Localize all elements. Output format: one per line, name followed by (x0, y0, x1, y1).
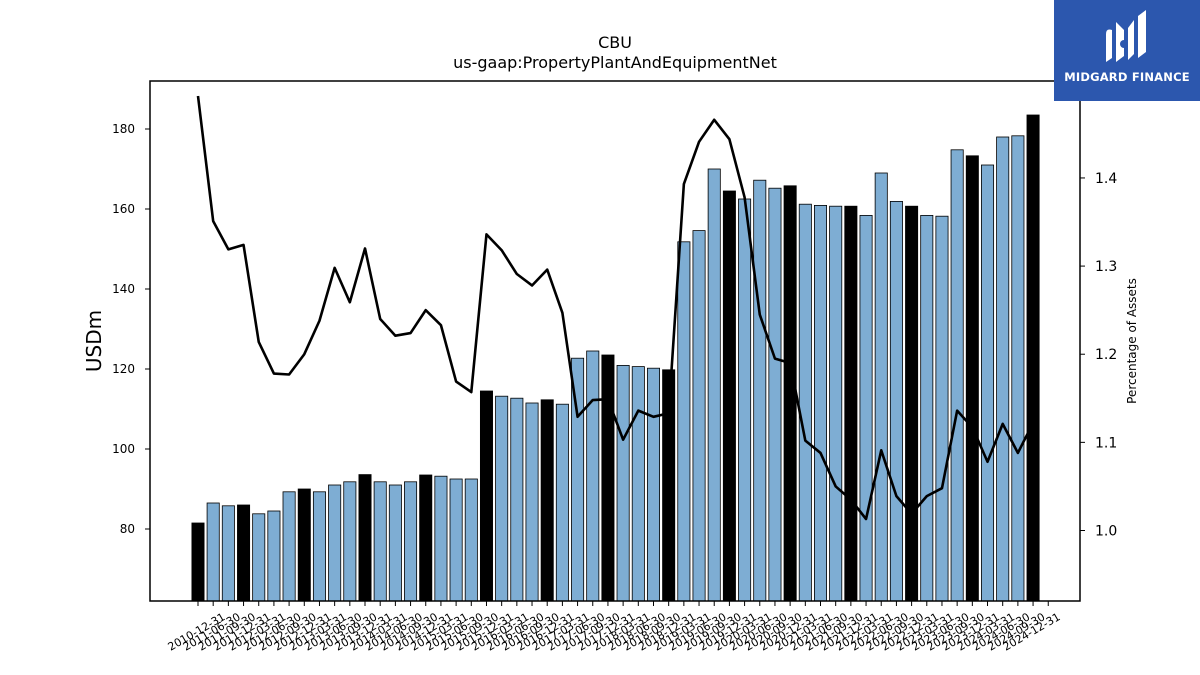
y-tick-label: 80 (120, 522, 135, 536)
bar (237, 504, 251, 602)
bar (844, 205, 858, 602)
chart-subtitle: us-gaap:PropertyPlantAndEquipmentNet (453, 53, 777, 72)
bar (388, 484, 402, 602)
y2-axis-label: Percentage of Assets (1125, 278, 1139, 404)
bar (252, 513, 266, 602)
bar (221, 505, 235, 602)
bar (631, 366, 645, 602)
bar (510, 397, 524, 602)
line-series-percentage (196, 95, 1035, 521)
bar (358, 474, 372, 602)
bar (920, 214, 934, 602)
bar (722, 190, 736, 602)
bar (191, 522, 205, 602)
bar (525, 402, 539, 602)
y2-tick-label: 1.0 (1095, 523, 1117, 539)
bar (601, 354, 615, 602)
bar (616, 364, 630, 602)
bar (1011, 135, 1025, 602)
bar (950, 149, 964, 602)
bar (479, 390, 493, 602)
bar (738, 198, 752, 602)
y-tick-label: 140 (112, 282, 135, 296)
midgard-logo-icon (1106, 10, 1146, 62)
bar (677, 241, 691, 602)
x-axis: 2010-12-312011-06-302011-09-302011-12-31… (166, 601, 1063, 654)
line-layer (196, 95, 1035, 521)
bar (889, 200, 903, 602)
y-tick-label: 100 (112, 442, 135, 456)
y-axis-right: 1.0 1.1 1.2 1.3 1.4 (1080, 171, 1117, 539)
y-tick-label: 180 (112, 122, 135, 136)
bar (798, 203, 812, 602)
bars-layer (191, 114, 1040, 602)
bar (814, 204, 828, 602)
bar (1026, 114, 1040, 602)
bar (267, 510, 281, 602)
bar (540, 399, 554, 602)
y-tick-label: 120 (112, 362, 135, 376)
bar (996, 136, 1010, 602)
bar (464, 478, 478, 602)
y2-tick-label: 1.1 (1095, 435, 1117, 451)
bar (707, 168, 721, 602)
bar (297, 488, 311, 602)
bar (373, 481, 387, 602)
bar (206, 502, 220, 602)
bar (905, 205, 919, 602)
y-axis-left: 80 100 120 140 160 180 (112, 122, 150, 536)
y-axis-label: USDm (82, 310, 106, 372)
bar (312, 491, 326, 602)
brand-name: MIDGARD FINANCE (1064, 70, 1190, 84)
bar (981, 164, 995, 602)
bar (495, 395, 509, 602)
bar (328, 484, 342, 602)
brand-logo: MIDGARD FINANCE (1054, 0, 1200, 101)
bar (768, 187, 782, 602)
y2-tick-label: 1.4 (1095, 171, 1117, 187)
bar (434, 475, 448, 602)
bar (404, 481, 418, 602)
bar (343, 481, 357, 602)
bar (829, 205, 843, 602)
bar (753, 179, 767, 602)
bar (965, 155, 979, 602)
bar (449, 478, 463, 602)
bar (935, 215, 949, 602)
bar (692, 230, 706, 602)
bar (555, 403, 569, 602)
bar (419, 474, 433, 602)
y2-tick-label: 1.2 (1095, 347, 1117, 363)
bar (586, 350, 600, 602)
chart-title: CBU (598, 33, 632, 52)
bar (282, 491, 296, 602)
bar (859, 214, 873, 602)
bar (646, 367, 660, 602)
bar (874, 172, 888, 602)
bar (783, 185, 797, 602)
y2-tick-label: 1.3 (1095, 259, 1117, 275)
y-tick-label: 160 (112, 202, 135, 216)
plot-frame (149, 80, 1081, 602)
